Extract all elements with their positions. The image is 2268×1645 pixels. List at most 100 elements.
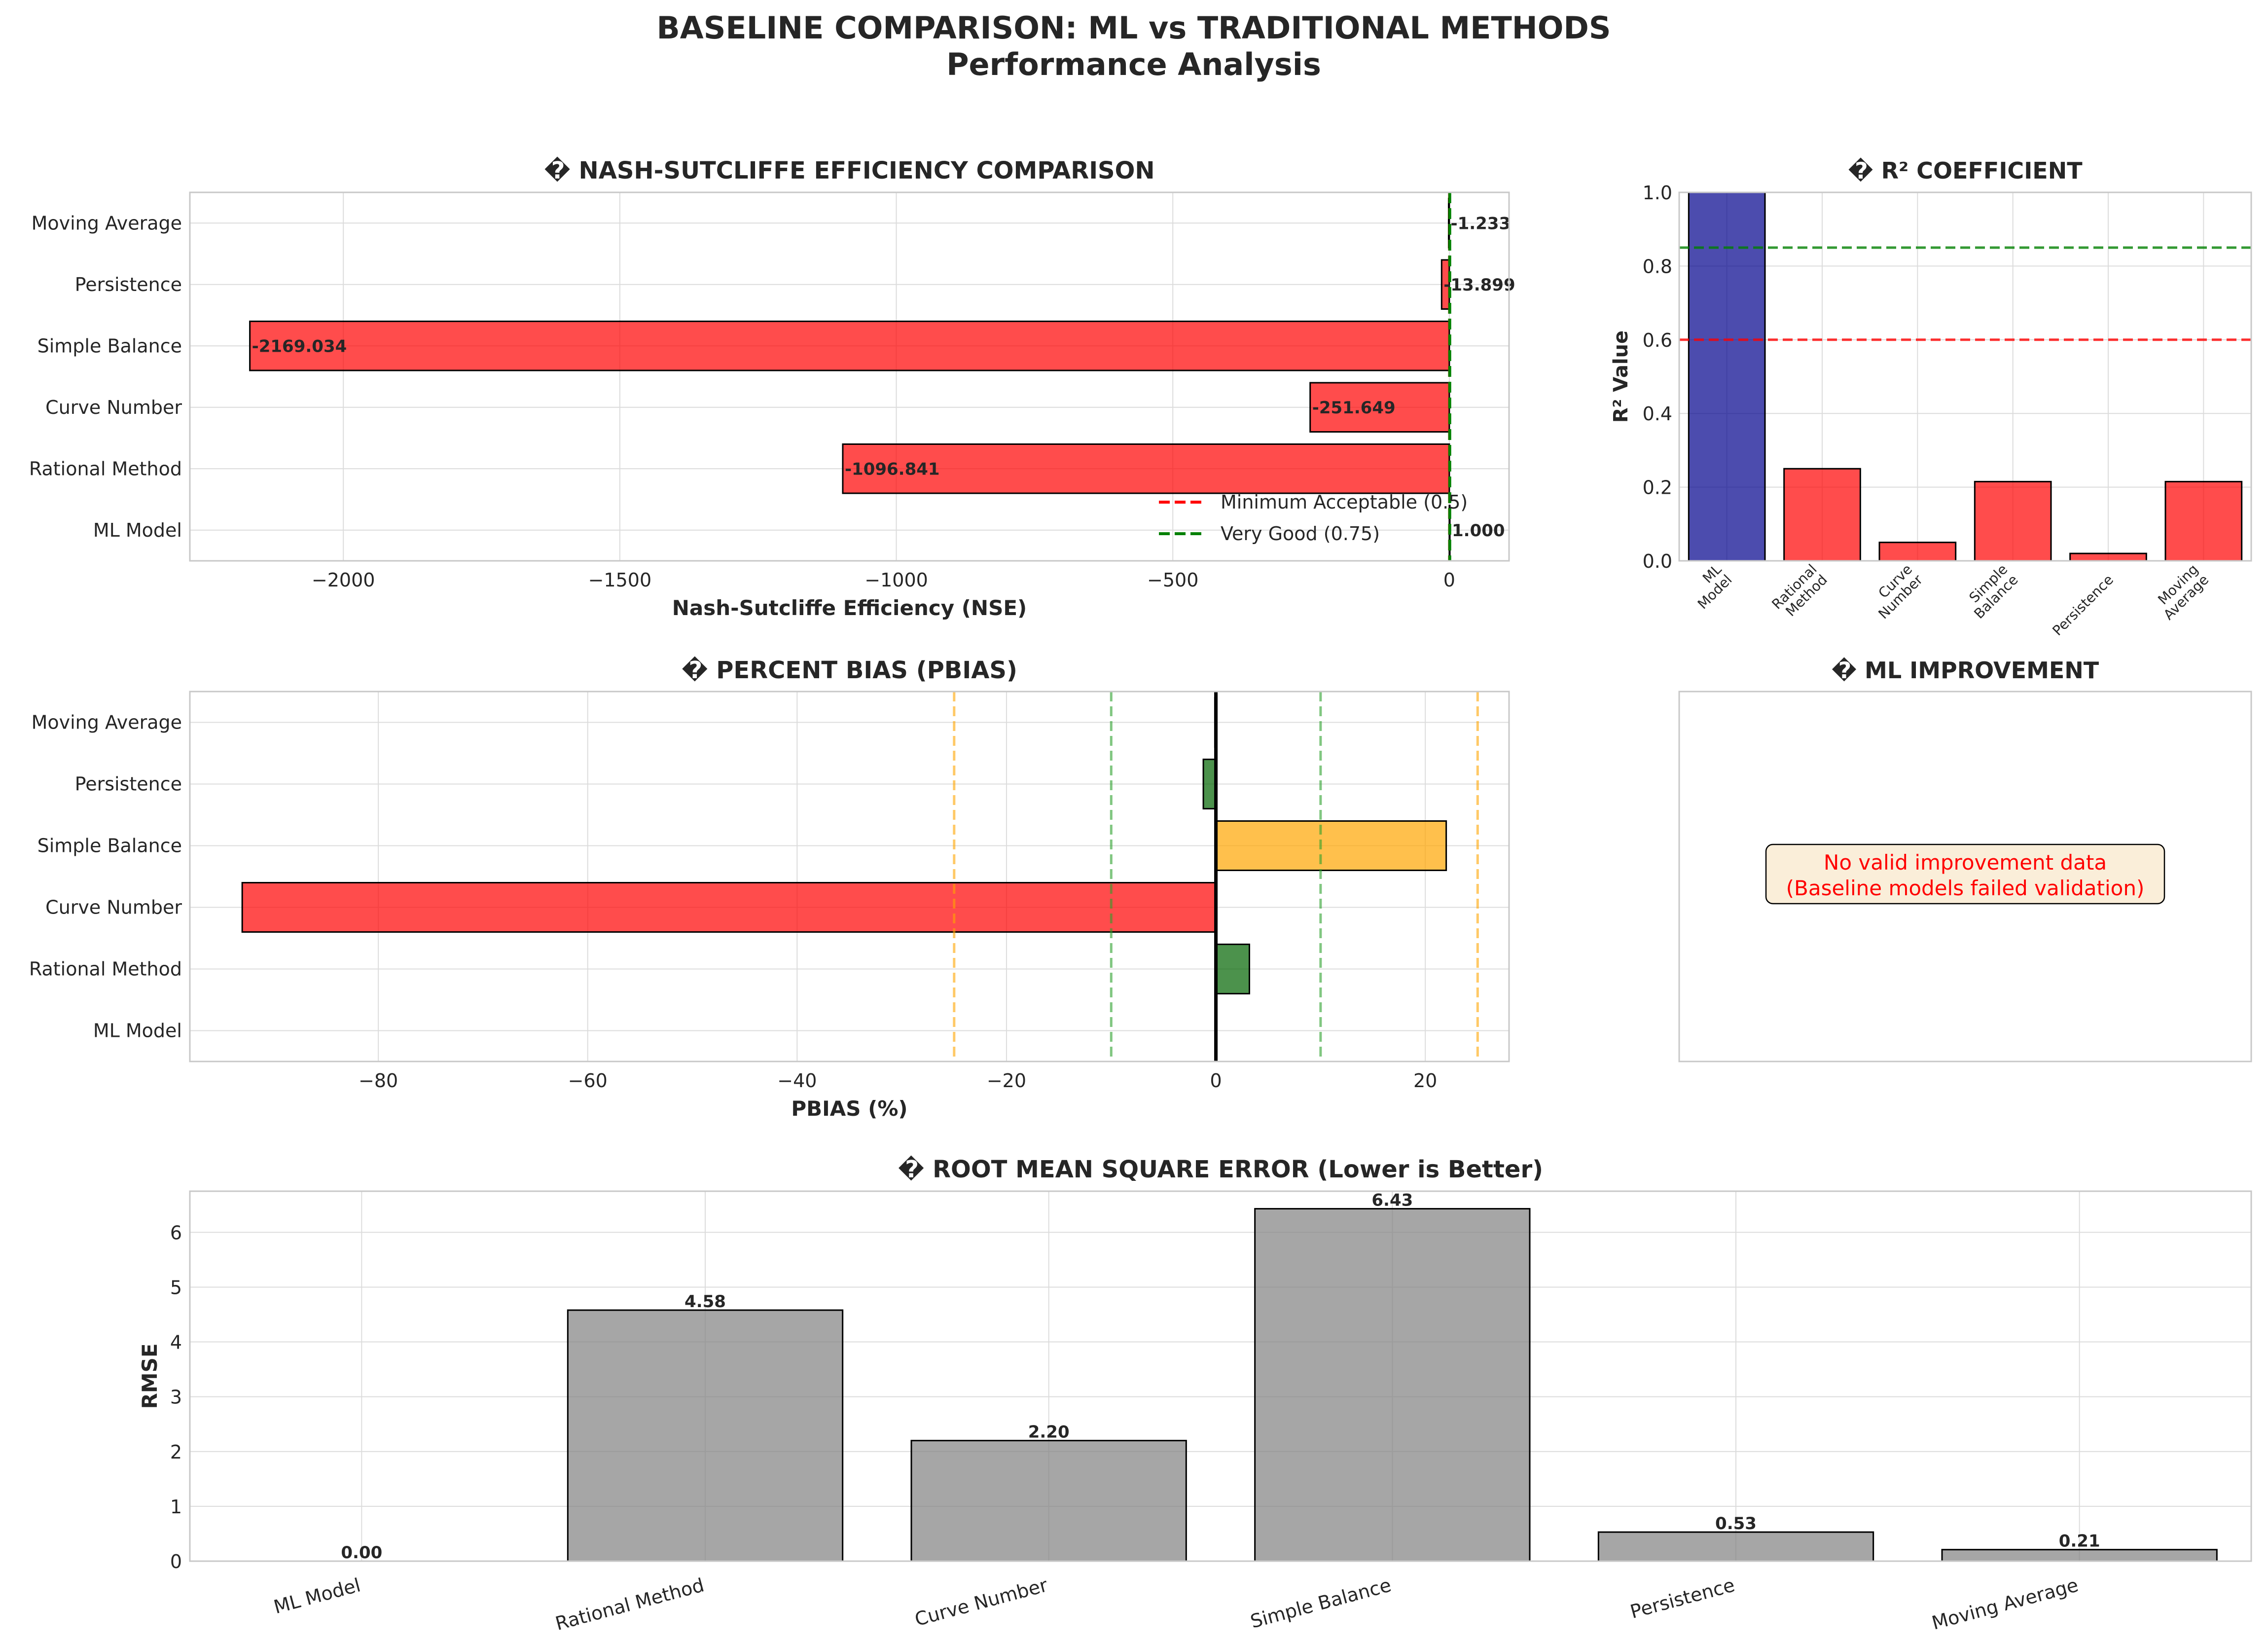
r2-x-tick-label: MovingAverage [2150, 561, 2212, 623]
nse-y-tick-label: Moving Average [32, 212, 182, 234]
rmse-bar [567, 1309, 844, 1562]
nse-legend-label: Very Good (0.75) [1221, 523, 1380, 545]
nse-y-tick-label: Rational Method [29, 458, 182, 479]
nse-value-label: -1096.841 [845, 459, 940, 479]
nse-x-tick-label: −2000 [312, 569, 375, 591]
pbias-axes-frame [189, 691, 1510, 1062]
rmse-value-label: 6.43 [1371, 1191, 1413, 1210]
r2-panel: 0.0 0.2 0.4 0.6 0.8 1.0 MLModel RationalMethod C… [1610, 157, 2252, 639]
pbias-title: � PERCENT BIAS (PBIAS) [682, 656, 1017, 684]
nse-x-tick-label: −500 [1147, 569, 1198, 591]
pbias-y-tick-label: Simple Balance [37, 835, 182, 857]
rmse-y-tick-label: 2 [170, 1441, 182, 1463]
rmse-value-label: 0.00 [341, 1543, 382, 1563]
pbias-x-tick-label: 0 [1210, 1070, 1222, 1092]
r2-bar [1688, 191, 1766, 562]
pbias-y-tick-label: Curve Number [45, 897, 182, 918]
pbias-x-tick-label: −40 [777, 1070, 817, 1092]
pbias-bar [1202, 759, 1217, 809]
nse-y-tick-label: Curve Number [45, 397, 182, 418]
r2-bar [1878, 542, 1957, 562]
nse-y-tick-label: Persistence [75, 274, 182, 295]
figure-subtitle: Performance Analysis [946, 46, 1321, 82]
nse-bar [1309, 382, 1450, 433]
rmse-y-tick-label: 3 [170, 1387, 182, 1408]
rmse-y-tick-label: 4 [170, 1332, 182, 1353]
rmse-x-tick-label: Simple Balance [1248, 1574, 1394, 1632]
pbias-y-tick-label: ML Model [93, 1020, 182, 1042]
nse-value-label: -251.649 [1312, 398, 1396, 418]
r2-title: � R² COEFFICIENT [1848, 157, 2083, 184]
nse-x-tick-label: −1000 [864, 569, 928, 591]
pbias-x-tick-label: −20 [987, 1070, 1026, 1092]
r2-y-tick-label: 0.2 [1643, 477, 1672, 499]
rmse-panel: 0 1 2 3 4 5 6 ML Model Rational Method Curve Numb… [138, 1155, 2252, 1635]
nse-title: � NASH-SUTCLIFFE EFFICIENCY COMPARISON [544, 156, 1154, 184]
r2-x-tick-label: CurveNumber [1865, 561, 1926, 622]
nse-x-tick-label: 0 [1443, 569, 1455, 591]
rmse-y-axis-label: RMSE [138, 1343, 162, 1409]
rmse-value-label: 2.20 [1028, 1423, 1070, 1442]
r2-bar [2164, 480, 2243, 562]
rmse-x-tick-label: Curve Number [912, 1574, 1050, 1630]
r2-x-tick-label: SimpleBalance [1960, 561, 2021, 622]
rmse-plot-area [190, 1191, 2251, 1561]
rmse-x-tick-label: Rational Method [553, 1574, 706, 1635]
r2-y-tick-label: 0.8 [1643, 256, 1672, 277]
pbias-y-tick-label: Moving Average [32, 712, 182, 733]
r2-x-tick-label: Persistence [2049, 572, 2117, 639]
improvement-title: � ML IMPROVEMENT [1832, 657, 2099, 684]
nse-legend-label: Minimum Acceptable (0.5) [1221, 491, 1468, 513]
nse-value-label: 1.000 [1452, 521, 1505, 541]
pbias-bar [241, 882, 1217, 933]
pbias-y-tick-label: Rational Method [29, 958, 182, 980]
rmse-y-tick-label: 5 [170, 1277, 182, 1298]
nse-y-tick-label: Simple Balance [37, 335, 182, 357]
rmse-value-label: 4.58 [684, 1292, 726, 1312]
rmse-bar [1597, 1531, 1874, 1562]
rmse-value-label: 0.53 [1715, 1514, 1757, 1534]
r2-y-tick-label: 0.0 [1643, 550, 1672, 572]
nse-panel: −2000 −1500 −1000 −500 0 ML Model Rational Met… [29, 156, 1515, 620]
improvement-panel: � ML IMPROVEMENT No valid improvement dat… [1678, 657, 2252, 1062]
rmse-x-tick-label: Moving Average [1930, 1574, 2081, 1634]
improvement-message-line1: No valid improvement data [1824, 850, 2107, 875]
r2-bar [2069, 552, 2147, 562]
nse-axes-frame [189, 191, 1510, 562]
rmse-axes-frame [189, 1190, 2252, 1562]
rmse-title: � ROOT MEAN SQUARE ERROR (Lower is Bette… [898, 1155, 1543, 1183]
rmse-value-label: 0.21 [2059, 1532, 2100, 1551]
r2-y-tick-label: 1.0 [1643, 182, 1672, 204]
pbias-x-tick-label: 20 [1413, 1070, 1437, 1092]
rmse-bar [1254, 1208, 1531, 1562]
r2-y-axis-label: R² Value [1610, 330, 1632, 423]
r2-bar [1783, 468, 1861, 562]
nse-y-tick-label: ML Model [93, 519, 182, 541]
r2-plot-area [1679, 192, 2251, 561]
nse-value-label: -2169.034 [252, 336, 347, 356]
rmse-bar [1941, 1549, 2218, 1562]
nse-plot-area [190, 192, 1509, 561]
pbias-x-tick-label: −80 [359, 1070, 398, 1092]
pbias-panel: −80 −60 −40 −20 0 20 ML Model Rational Method Cu… [29, 656, 1510, 1121]
r2-x-tick-label: RationalMethod [1768, 561, 1831, 623]
nse-x-axis-label: Nash-Sutcliffe Efficiency (NSE) [672, 596, 1027, 620]
pbias-x-tick-label: −60 [568, 1070, 608, 1092]
nse-value-label: -13.899 [1443, 275, 1515, 295]
r2-x-tick-label-line: Persistence [2049, 572, 2117, 639]
nse-bar [249, 320, 1450, 371]
figure-title: BASELINE COMPARISON: ML vs TRADITIONAL M… [656, 10, 1611, 46]
improvement-message-line2: (Baseline models failed validation) [1786, 876, 2145, 900]
pbias-y-tick-label: Persistence [75, 773, 182, 795]
improvement-message-box [1765, 843, 2165, 905]
pbias-bar [1215, 820, 1447, 871]
r2-y-tick-label: 0.6 [1643, 329, 1672, 351]
nse-bar [842, 443, 1450, 494]
r2-bar [1974, 480, 2052, 562]
r2-axes-frame [1678, 191, 2252, 562]
nse-value-label: -1.233 [1451, 214, 1511, 233]
rmse-y-tick-label: 6 [170, 1222, 182, 1243]
pbias-x-axis-label: PBIAS (%) [791, 1097, 907, 1121]
r2-y-tick-label: 0.4 [1643, 403, 1672, 425]
